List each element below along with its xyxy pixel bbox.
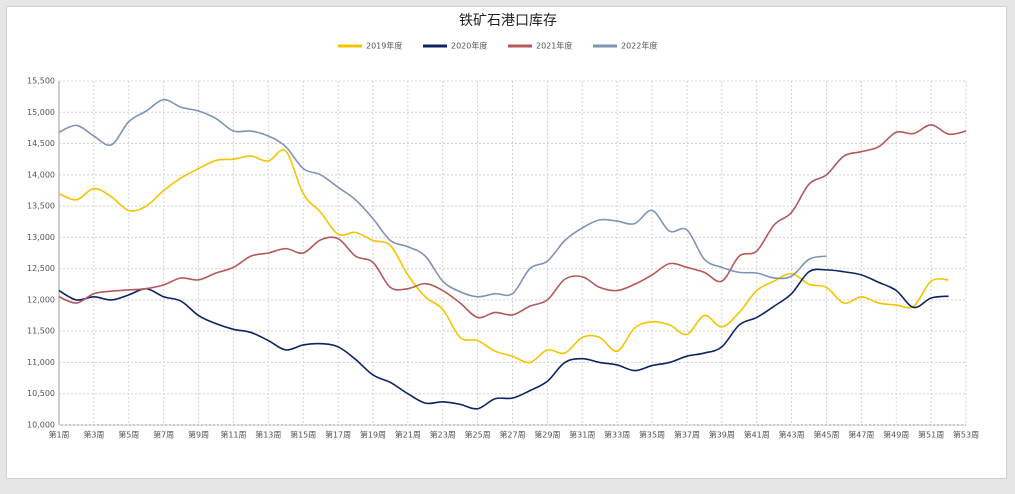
x-tick-label: 第5周 — [118, 430, 139, 440]
legend-label: 2021年度 — [536, 41, 572, 51]
chart-title: 铁矿石港口库存 — [459, 13, 557, 29]
y-tick-label: 11,500 — [27, 327, 55, 336]
x-tick-label: 第19周 — [360, 430, 386, 440]
legend-label: 2022年度 — [621, 41, 657, 51]
x-tick-label: 第39周 — [709, 430, 735, 440]
x-tick-label: 第17周 — [325, 430, 351, 440]
x-tick-label: 第13周 — [255, 430, 281, 440]
x-tick-label: 第35周 — [639, 430, 665, 440]
x-tick-label: 第37周 — [674, 430, 700, 440]
legend-label: 2020年度 — [451, 41, 487, 51]
y-tick-label: 12,000 — [27, 295, 55, 304]
y-tick-label: 11,000 — [27, 358, 55, 367]
y-tick-label: 15,000 — [27, 108, 55, 117]
x-tick-label: 第45周 — [813, 430, 839, 440]
chart: 铁矿石港口库存 10,000 10,500 11,000 11,500 12,000 12… — [27, 13, 979, 440]
chart-frame: 铁矿石港口库存 10,000 10,500 11,000 11,500 12,000 12… — [6, 6, 1007, 479]
x-tick-label: 第7周 — [153, 430, 174, 440]
x-tick-label: 第29周 — [534, 430, 560, 440]
x-tick-label: 第15周 — [290, 430, 316, 440]
series-line — [58, 268, 949, 410]
y-tick-label: 15,500 — [27, 77, 55, 86]
x-tick-label: 第33周 — [604, 430, 630, 440]
x-tick-label: 第41周 — [744, 430, 770, 440]
series-line — [58, 123, 967, 319]
y-tick-label: 10,000 — [27, 421, 55, 430]
y-tick-label: 13,000 — [27, 233, 55, 242]
legend-label: 2019年度 — [366, 41, 402, 51]
y-tick-label: 14,500 — [27, 139, 55, 148]
y-tick-label: 12,500 — [27, 264, 55, 273]
x-tick-label: 第11周 — [220, 430, 246, 440]
series-line — [58, 149, 949, 364]
x-tick-label: 第25周 — [465, 430, 491, 440]
x-tick-label: 第1周 — [48, 430, 69, 440]
x-tick-label: 第21周 — [395, 430, 421, 440]
x-tick-label: 第3周 — [83, 430, 104, 440]
x-tick-label: 第51周 — [918, 430, 944, 440]
y-tick-label: 10,500 — [27, 389, 55, 398]
x-tick-label: 第27周 — [499, 430, 525, 440]
y-tick-label: 14,000 — [27, 170, 55, 179]
x-tick-label: 第49周 — [883, 430, 909, 440]
x-tick-label: 第47周 — [848, 430, 874, 440]
x-tick-label: 第9周 — [188, 430, 209, 440]
x-tick-label: 第53周 — [953, 430, 979, 440]
series-line — [58, 98, 827, 298]
y-tick-label: 13,500 — [27, 202, 55, 211]
x-tick-label: 第31周 — [569, 430, 595, 440]
x-tick-label: 第43周 — [778, 430, 804, 440]
x-tick-label: 第23周 — [430, 430, 456, 440]
